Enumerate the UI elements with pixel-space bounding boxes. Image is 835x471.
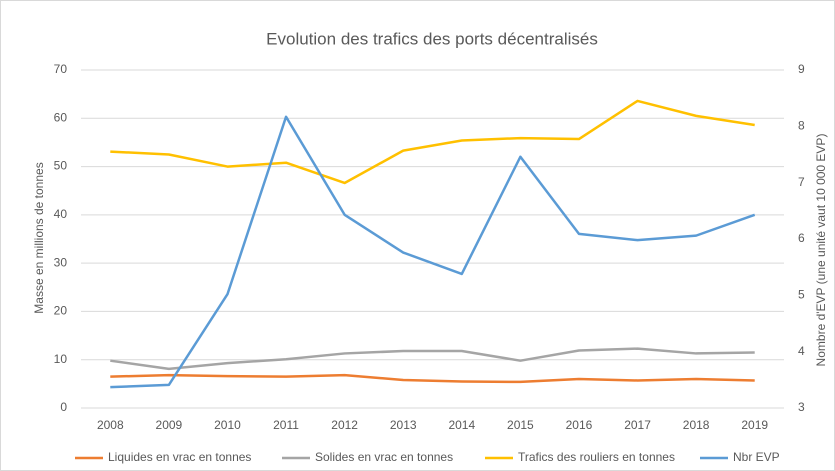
x-tick-label: 2011 [273, 418, 299, 432]
y-tick-label: 30 [54, 255, 68, 269]
x-tick-label: 2013 [390, 418, 417, 432]
y-tick-label: 70 [54, 62, 68, 76]
x-tick-label: 2009 [156, 418, 183, 432]
y-tick-label: 40 [54, 207, 68, 221]
series-line [110, 373, 755, 384]
y2-tick-label: 5 [798, 288, 805, 302]
y-axis-title: Masse en millions de tonnes [32, 162, 46, 313]
y2-tick-label: 8 [798, 119, 805, 133]
y2-tick-label: 4 [798, 344, 805, 358]
series-line [110, 347, 755, 371]
y2-tick-label: 3 [798, 400, 805, 414]
y2-axis-title: Nombre d'EVP (une unité vaut 10 000 EVP) [814, 134, 828, 367]
x-tick-label: 2010 [214, 418, 241, 432]
x-tick-label: 2018 [683, 418, 710, 432]
y-tick-label: 50 [54, 159, 68, 173]
x-tick-label: 2008 [97, 418, 124, 432]
y2-tick-label: 6 [798, 231, 805, 245]
y2-tick-label: 7 [798, 175, 805, 189]
x-tick-label: 2014 [448, 418, 475, 432]
legend-label: Trafics des rouliers en tonnes [518, 450, 675, 464]
legend-label: Nbr EVP [733, 450, 780, 464]
y-tick-label: 60 [54, 110, 68, 124]
series-line [110, 99, 755, 185]
x-tick-label: 2012 [331, 418, 358, 432]
y-tick-label: 20 [54, 304, 68, 318]
series-line [110, 115, 756, 389]
x-tick-label: 2019 [741, 418, 768, 432]
x-tick-label: 2017 [624, 418, 651, 432]
y-tick-label: 10 [54, 352, 68, 366]
x-tick-label: 2016 [566, 418, 593, 432]
x-tick-label: 2015 [507, 418, 534, 432]
y2-tick-label: 9 [798, 62, 805, 76]
chart-title: Evolution des trafics des ports décentra… [266, 29, 598, 48]
y-tick-label: 0 [60, 400, 67, 414]
legend-label: Solides en vrac en tonnes [315, 450, 453, 464]
legend-label: Liquides en vrac en tonnes [108, 450, 251, 464]
